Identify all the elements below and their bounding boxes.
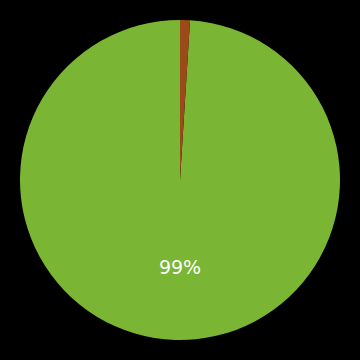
pie-slice (20, 20, 340, 340)
pie-slice (180, 20, 190, 180)
slices (20, 20, 340, 340)
annotation: 99% (159, 256, 201, 278)
chart: 99% (0, 0, 360, 360)
page: {"chart_data": {"type": "pie", "values":… (0, 0, 360, 360)
